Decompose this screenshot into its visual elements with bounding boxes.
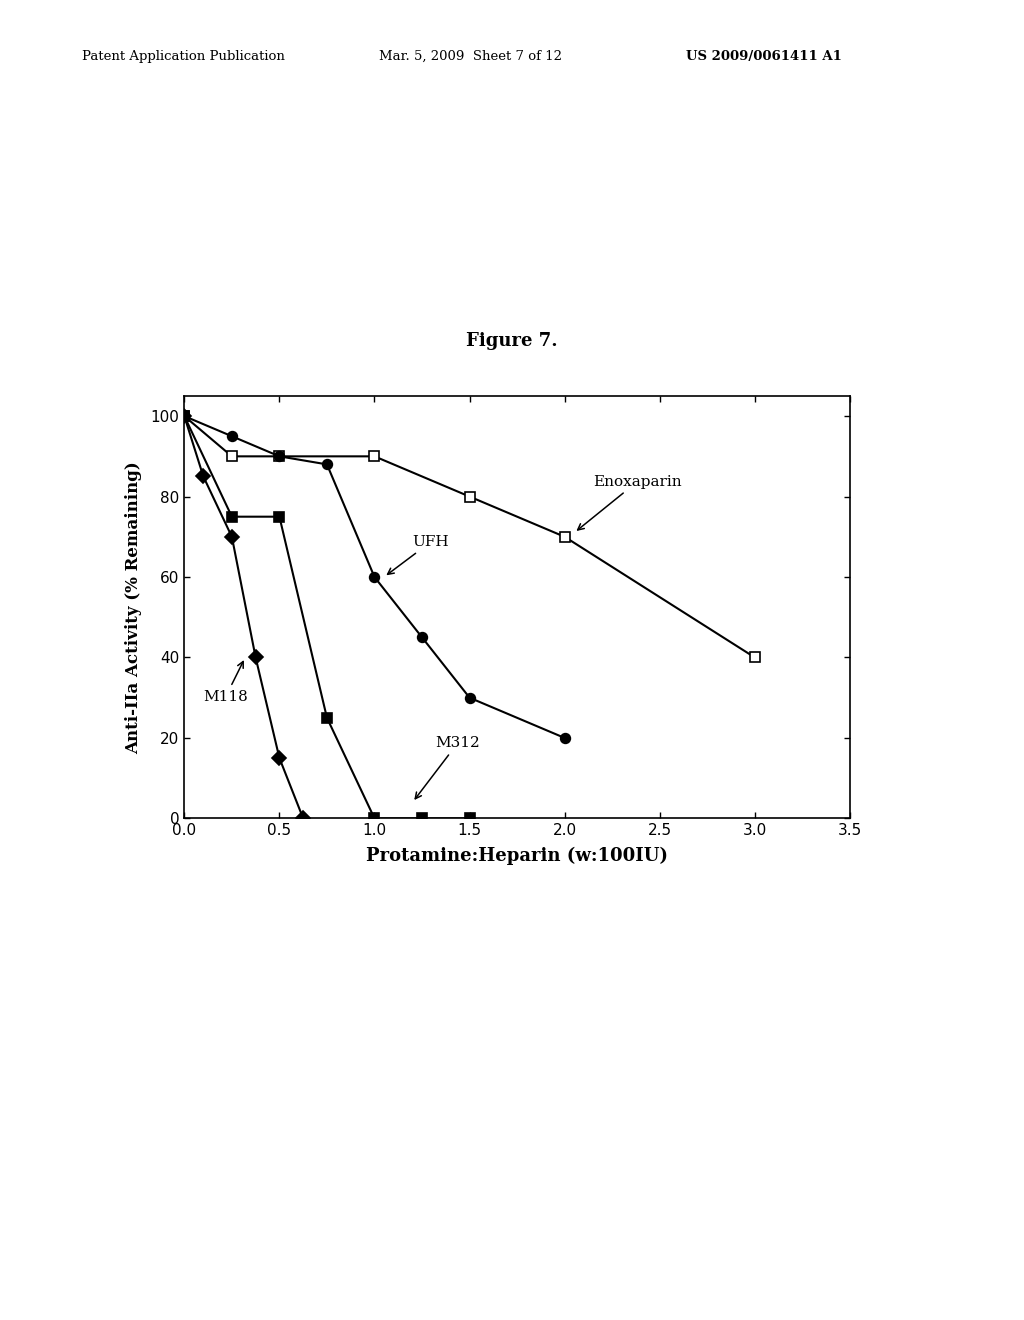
Text: Mar. 5, 2009  Sheet 7 of 12: Mar. 5, 2009 Sheet 7 of 12 — [379, 50, 562, 63]
Text: Patent Application Publication: Patent Application Publication — [82, 50, 285, 63]
Text: UFH: UFH — [388, 535, 450, 574]
Text: US 2009/0061411 A1: US 2009/0061411 A1 — [686, 50, 842, 63]
X-axis label: Protamine:Heparin (w:100IU): Protamine:Heparin (w:100IU) — [367, 846, 668, 865]
Y-axis label: Anti-IIa Activity (% Remaining): Anti-IIa Activity (% Remaining) — [125, 461, 142, 754]
Text: Enoxaparin: Enoxaparin — [578, 474, 682, 529]
Text: M118: M118 — [204, 661, 248, 704]
Text: Figure 7.: Figure 7. — [466, 331, 558, 350]
Text: M312: M312 — [416, 737, 480, 799]
